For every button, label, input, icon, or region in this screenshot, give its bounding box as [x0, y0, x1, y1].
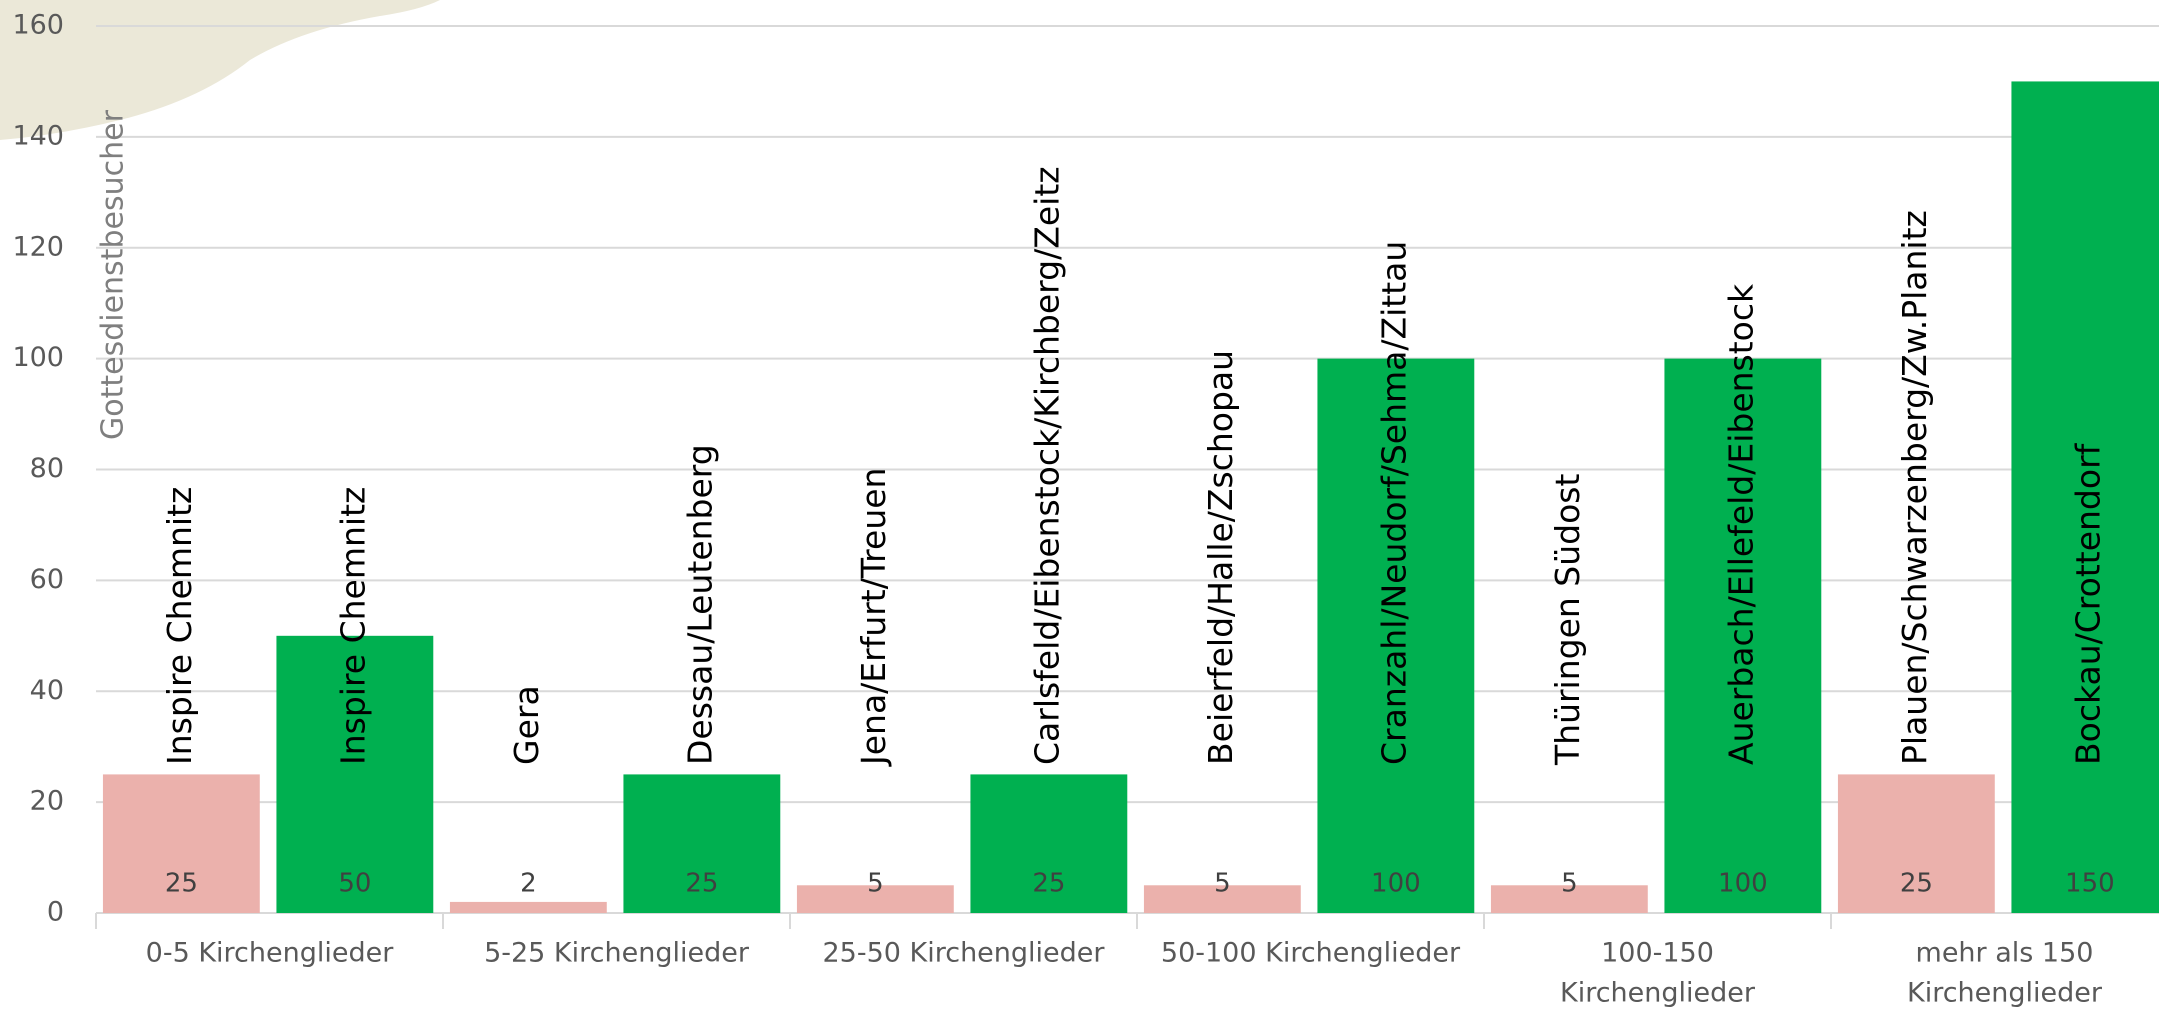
value-label: 25 — [1032, 869, 1065, 899]
bar-name-label: Carlsfeld/Eibenstock/Kirchberg/Zeitz — [1027, 166, 1066, 765]
x-tick-label: 100-150 — [1601, 938, 1714, 969]
y-tick-label: 80 — [30, 453, 64, 484]
value-label: 5 — [867, 869, 884, 899]
bar-name-label: Inspire Chemnitz — [333, 487, 372, 765]
bar-name-label: Gera — [507, 685, 546, 765]
x-tick-label: 50-100 Kirchenglieder — [1161, 938, 1461, 969]
y-tick-label: 100 — [12, 342, 64, 373]
bar-name-label: Jena/Erfurt/Treuen — [854, 468, 893, 767]
bar — [796, 885, 954, 913]
x-tick-label: 5-25 Kirchenglieder — [484, 938, 750, 969]
bar — [2011, 81, 2159, 913]
value-label: 100 — [1718, 869, 1768, 899]
decoration — [0, 0, 440, 140]
bar-name-label: Beierfeld/Halle/Zschopau — [1201, 350, 1240, 765]
y-tick-label: 40 — [30, 675, 64, 706]
bar — [1837, 774, 1995, 913]
bar-name-label: Plauen/Schwarzenberg/Zw.Planitz — [1895, 210, 1934, 765]
bar-name-label: Inspire Chemnitz — [160, 487, 199, 765]
bar — [102, 774, 260, 913]
y-tick-label: 20 — [30, 786, 64, 817]
x-tick-label: mehr als 150 — [1916, 938, 2094, 969]
bar-name-label: Thüringen Südost — [1548, 474, 1587, 766]
value-label: 25 — [165, 869, 198, 899]
x-tick-label: Kirchenglieder — [1907, 978, 2103, 1009]
y-tick-label: 140 — [12, 120, 64, 151]
bar-name-label: Bockau/Crottendorf — [2068, 442, 2107, 765]
bar — [970, 774, 1128, 913]
value-label: 50 — [338, 869, 371, 899]
bar — [623, 774, 781, 913]
bar — [1143, 885, 1301, 913]
y-tick-label: 60 — [30, 564, 64, 595]
value-label: 5 — [1214, 869, 1231, 899]
bar — [1317, 358, 1475, 913]
y-tick-label: 120 — [12, 231, 64, 262]
value-label: 2 — [520, 869, 537, 899]
value-label: 150 — [2065, 869, 2115, 899]
y-tick-label: 0 — [47, 897, 64, 928]
x-tick-label: Kirchenglieder — [1560, 978, 1756, 1009]
value-label: 25 — [1900, 869, 1933, 899]
bar — [276, 635, 434, 913]
bar — [449, 901, 607, 913]
x-tick-label: 25-50 Kirchenglieder — [822, 938, 1105, 969]
bar — [1490, 885, 1648, 913]
x-tick-label: 0-5 Kirchenglieder — [146, 938, 395, 969]
value-label: 100 — [1371, 869, 1421, 899]
bar — [1664, 358, 1822, 913]
bar-name-label: Cranzahl/Neudorf/Sehma/Zittau — [1374, 241, 1413, 765]
bar-name-label: Dessau/Leutenberg — [680, 444, 719, 765]
value-label: 5 — [1561, 869, 1578, 899]
bar-name-label: Auerbach/Ellefeld/Eibenstock — [1721, 283, 1760, 765]
y-axis-title: Gottesdienstbesucher — [96, 109, 131, 440]
y-tick-label: 160 — [12, 10, 64, 41]
value-label: 25 — [685, 869, 718, 899]
